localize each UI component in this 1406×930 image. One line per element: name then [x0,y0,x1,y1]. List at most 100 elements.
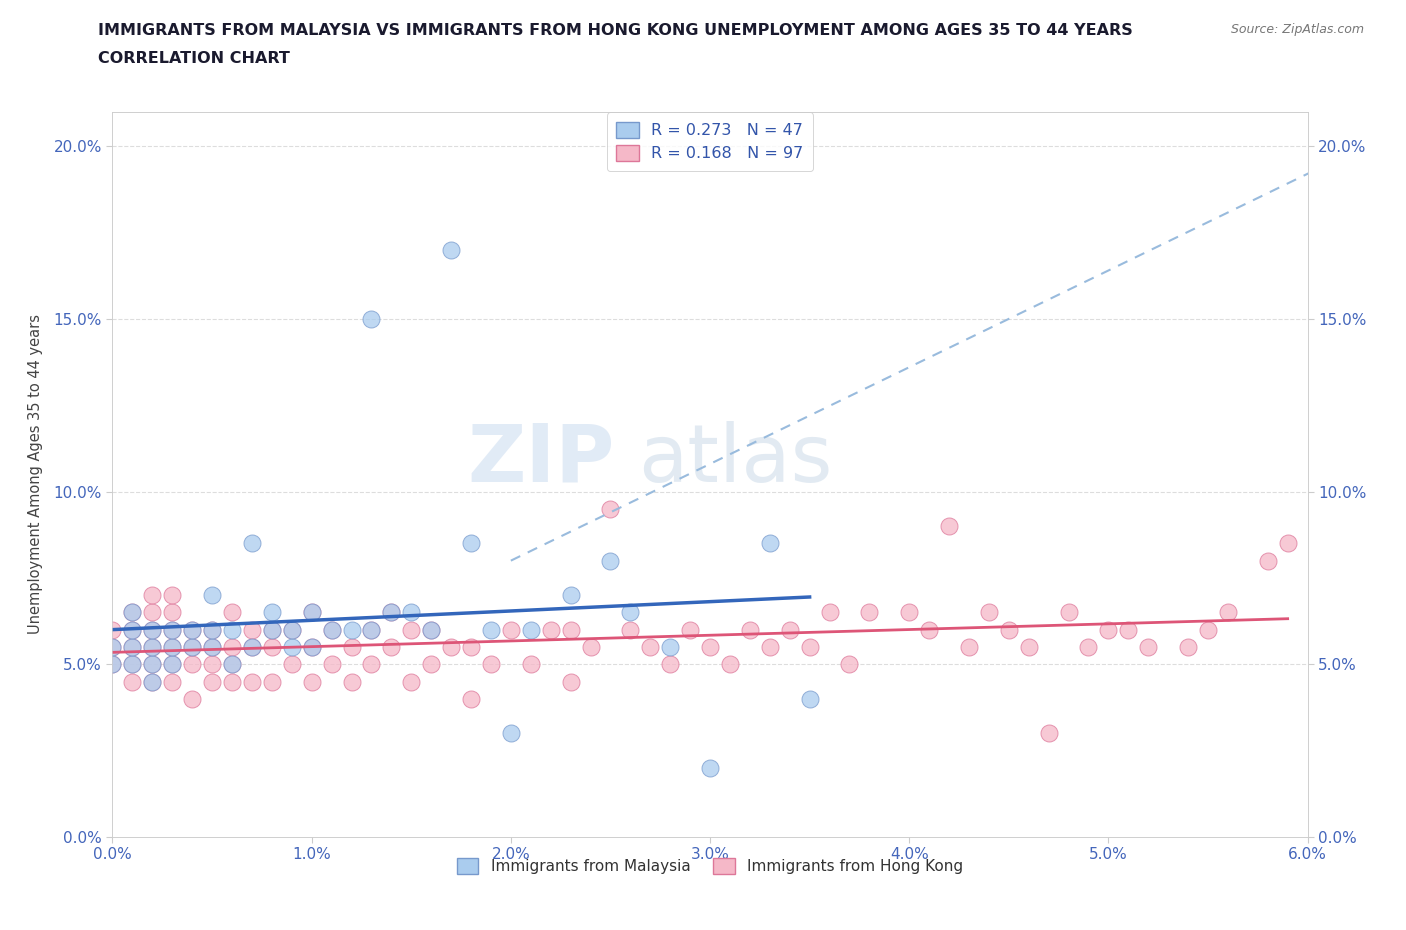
Point [401,622,423,637]
Point [101,640,124,655]
Point [699,640,721,655]
Point [1257,553,1279,568]
Point [1277,536,1299,551]
Point [221,657,243,671]
Point [599,553,621,568]
Point [460,640,482,655]
Point [221,622,243,637]
Point [998,622,1021,637]
Point [599,501,621,516]
Point [699,761,721,776]
Point [380,640,402,655]
Legend: Immigrants from Malaysia, Immigrants from Hong Kong: Immigrants from Malaysia, Immigrants fro… [451,852,969,880]
Point [520,657,543,671]
Point [260,605,283,620]
Point [121,622,143,637]
Point [141,674,163,689]
Point [101,640,124,655]
Point [858,605,880,620]
Point [898,605,921,620]
Point [918,622,941,637]
Point [579,640,602,655]
Point [281,640,304,655]
Point [201,674,224,689]
Point [718,657,741,671]
Point [479,657,502,671]
Text: Source: ZipAtlas.com: Source: ZipAtlas.com [1230,23,1364,36]
Point [201,640,224,655]
Point [759,536,782,551]
Point [121,640,143,655]
Point [201,622,224,637]
Point [321,657,343,671]
Point [201,657,224,671]
Point [619,622,641,637]
Point [281,622,304,637]
Point [1177,640,1199,655]
Point [181,622,204,637]
Point [240,536,263,551]
Point [181,657,204,671]
Point [360,622,382,637]
Point [141,640,163,655]
Point [141,622,163,637]
Point [162,640,183,655]
Point [301,640,323,655]
Point [401,674,423,689]
Point [520,622,543,637]
Point [1137,640,1160,655]
Point [659,640,682,655]
Point [260,622,283,637]
Point [121,605,143,620]
Point [799,691,821,706]
Point [121,640,143,655]
Point [141,657,163,671]
Point [401,605,423,620]
Point [240,622,263,637]
Point [181,622,204,637]
Point [957,640,980,655]
Point [479,622,502,637]
Point [260,640,283,655]
Point [360,622,382,637]
Point [281,622,304,637]
Point [640,640,662,655]
Point [679,622,702,637]
Point [141,605,163,620]
Point [1197,622,1219,637]
Point [340,622,363,637]
Point [201,622,224,637]
Point [838,657,860,671]
Point [101,657,124,671]
Point [162,622,183,637]
Point [440,243,463,258]
Point [301,674,323,689]
Point [938,519,960,534]
Point [779,622,801,637]
Point [141,657,163,671]
Point [260,674,283,689]
Point [380,605,402,620]
Point [101,622,124,637]
Text: IMMIGRANTS FROM MALAYSIA VS IMMIGRANTS FROM HONG KONG UNEMPLOYMENT AMONG AGES 35: IMMIGRANTS FROM MALAYSIA VS IMMIGRANTS F… [98,23,1133,38]
Point [1018,640,1040,655]
Point [162,657,183,671]
Point [301,640,323,655]
Point [1057,605,1080,620]
Point [321,622,343,637]
Point [240,640,263,655]
Point [560,674,582,689]
Point [101,657,124,671]
Point [420,657,443,671]
Point [121,674,143,689]
Point [221,674,243,689]
Point [162,640,183,655]
Text: CORRELATION CHART: CORRELATION CHART [98,51,290,66]
Point [738,622,761,637]
Point [260,622,283,637]
Point [301,605,323,620]
Point [221,657,243,671]
Point [221,605,243,620]
Point [1077,640,1099,655]
Point [121,657,143,671]
